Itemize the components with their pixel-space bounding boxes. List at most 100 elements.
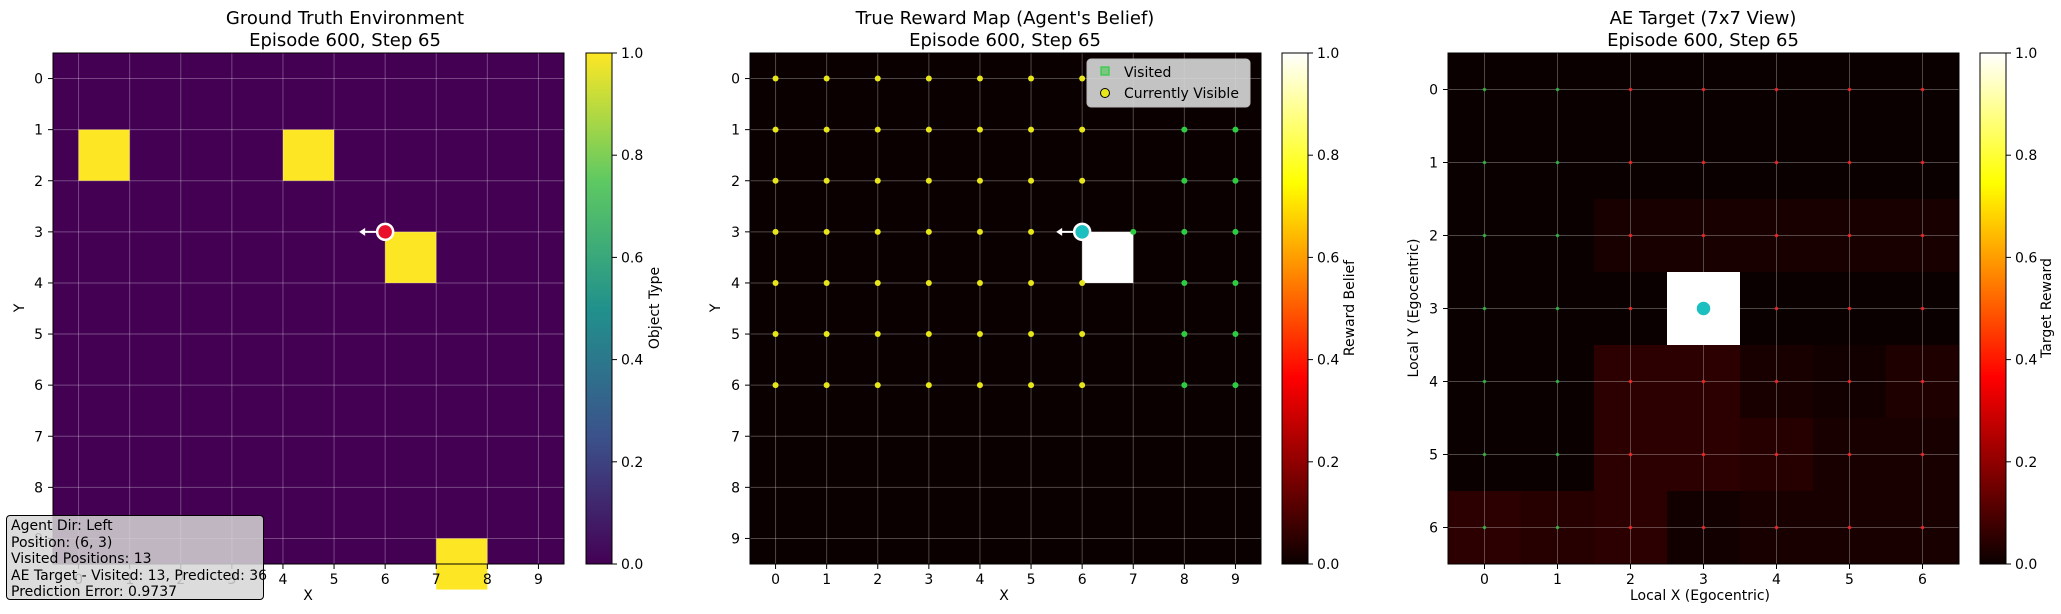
visible-point (823, 228, 830, 235)
agent-marker (1694, 299, 1713, 318)
visible-point (976, 279, 983, 286)
visited-point (1232, 228, 1239, 235)
visible-point (823, 177, 830, 184)
predicted-point (1920, 525, 1925, 530)
predicted-point (1774, 525, 1779, 530)
visited-point (1482, 233, 1487, 238)
colorbar-tick-label: 0.6 (1317, 250, 1339, 266)
predicted-point (1774, 452, 1779, 457)
colorbar-tick-label: 0.8 (621, 148, 643, 164)
visible-point (925, 279, 932, 286)
colorbar-tick-label: 0.0 (1317, 557, 1339, 573)
reward-cell (1082, 231, 1134, 283)
x-tick-label: 8 (1180, 572, 1189, 588)
predicted-point (1920, 379, 1925, 384)
panel3-title-line2: Episode 600, Step 65 (1607, 30, 1799, 51)
x-tick-label: 1 (1553, 572, 1562, 588)
visible-point (976, 331, 983, 338)
x-tick-label: 2 (1626, 572, 1635, 588)
visible-point (925, 228, 932, 235)
visited-point (1181, 331, 1188, 338)
legend-visible-marker (1100, 88, 1110, 98)
visible-point (823, 75, 830, 82)
visible-point (772, 177, 779, 184)
visited-point (1482, 525, 1487, 530)
colorbar-tick-label: 1.0 (621, 46, 643, 62)
colorbar-tick-label: 0.4 (621, 353, 643, 369)
visited-point (1555, 306, 1560, 311)
colorbar-gradient (1979, 52, 2007, 565)
colorbar-tick-label: 0.0 (2015, 557, 2037, 573)
x-tick-label: 6 (381, 572, 390, 588)
visible-point (925, 75, 932, 82)
colorbar-tick-label: 1.0 (2015, 46, 2037, 62)
colorbar-tick-label: 0.4 (2015, 353, 2037, 369)
visible-point (1079, 126, 1086, 133)
visible-point (874, 126, 881, 133)
object-cell (78, 129, 130, 181)
visible-point (823, 126, 830, 133)
y-tick-label: 2 (1429, 229, 1438, 245)
predicted-point (1774, 306, 1779, 311)
y-tick-label: 2 (731, 174, 740, 190)
visible-point (1028, 331, 1035, 338)
predicted-point (1774, 160, 1779, 165)
colorbar-tick-label: 0.2 (1317, 455, 1339, 471)
visited-point (1232, 382, 1239, 389)
x-tick-label: 4 (1772, 572, 1781, 588)
visited-point (1555, 87, 1560, 92)
x-tick-label: 1 (822, 572, 831, 588)
x-tick-label: 6 (1918, 572, 1927, 588)
y-tick-label: 6 (1429, 521, 1438, 537)
x-tick-label: 6 (1078, 572, 1087, 588)
panel2-title-line1: True Reward Map (Agent's Belief) (855, 8, 1155, 29)
x-tick-label: 4 (278, 572, 287, 588)
visible-point (1079, 279, 1086, 286)
x-tick-label: 0 (771, 572, 780, 588)
y-tick-label: 3 (731, 225, 740, 241)
y-tick-label: 4 (731, 276, 740, 292)
y-tick-label: 5 (34, 327, 43, 343)
visible-point (772, 331, 779, 338)
panel3-ylabel: Local Y (Egocentric) (1406, 239, 1422, 378)
panel2-ylabel: Y (708, 303, 724, 313)
panel1-colorbar-label: Object Type (647, 267, 663, 349)
predicted-point (1774, 87, 1779, 92)
visited-point (1555, 379, 1560, 384)
panel3-colorbar: 0.0 0.2 0.4 0.6 0.8 1.0 (1979, 46, 2037, 573)
colorbar-tick-label: 0.0 (621, 557, 643, 573)
colorbar-tick-label: 0.2 (621, 455, 643, 471)
visible-point (874, 228, 881, 235)
panel2-legend: Visited Currently Visible (1086, 58, 1251, 108)
visited-point (1555, 160, 1560, 165)
x-tick-label: 2 (873, 572, 882, 588)
panel1-colorbar: 0.0 0.2 0.4 0.6 0.8 1.0 (585, 46, 643, 573)
panel2-xlabel: X (999, 588, 1009, 604)
visible-point (874, 382, 881, 389)
predicted-point (1701, 452, 1706, 457)
panel1-ylabel: Y (12, 303, 28, 313)
axes-frame (52, 52, 565, 565)
x-tick-label: 3 (924, 572, 933, 588)
panel1-xlabel: X (303, 588, 313, 604)
x-tick-label: 7 (432, 572, 441, 588)
visited-point (1482, 306, 1487, 311)
visible-point (925, 382, 932, 389)
info-ae-target: AE Target - Visited: 13, Predicted: 36 (11, 567, 268, 584)
visited-point (1555, 525, 1560, 530)
y-tick-label: 3 (1429, 302, 1438, 318)
axes-frame (749, 52, 1262, 565)
y-tick-label: 1 (34, 123, 43, 139)
visited-point (1232, 279, 1239, 286)
predicted-point (1701, 525, 1706, 530)
colorbar-tick-label: 0.8 (2015, 148, 2037, 164)
visited-point (1181, 279, 1188, 286)
visible-point (925, 177, 932, 184)
y-tick-label: 9 (731, 531, 740, 547)
colorbar-gradient (1281, 52, 1309, 565)
predicted-point (1628, 233, 1633, 238)
visible-point (976, 177, 983, 184)
agent-arrow-head (1677, 304, 1684, 313)
visited-point (1232, 331, 1239, 338)
